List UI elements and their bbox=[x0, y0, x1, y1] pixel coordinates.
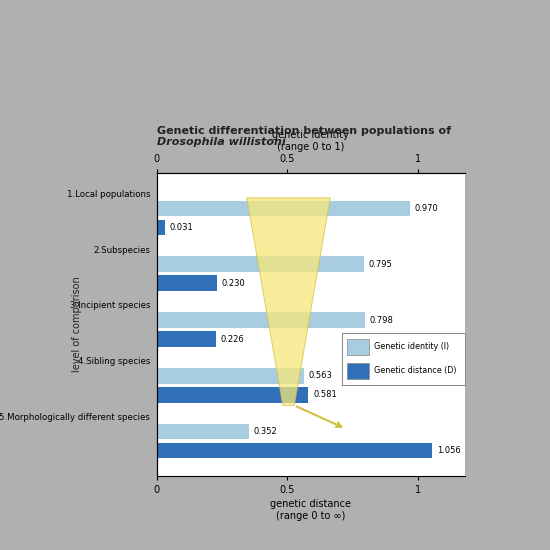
Text: 0.226: 0.226 bbox=[221, 334, 244, 344]
FancyArrowPatch shape bbox=[297, 406, 342, 427]
Text: Genetic identity (I): Genetic identity (I) bbox=[374, 342, 449, 351]
Text: 1.Local populations: 1.Local populations bbox=[67, 190, 150, 199]
Text: level of comparison: level of comparison bbox=[72, 277, 82, 372]
Text: 0.352: 0.352 bbox=[254, 427, 277, 436]
Text: 0.230: 0.230 bbox=[222, 279, 245, 288]
Bar bbox=[157, 312, 365, 328]
Text: 5.Morphologically different species: 5.Morphologically different species bbox=[0, 413, 150, 422]
Text: 4.Sibling species: 4.Sibling species bbox=[78, 357, 150, 366]
Bar bbox=[157, 219, 165, 235]
Text: Drosophila willistoni: Drosophila willistoni bbox=[157, 138, 285, 147]
Text: 0.795: 0.795 bbox=[369, 260, 393, 269]
Bar bbox=[346, 363, 368, 379]
Bar bbox=[346, 339, 368, 355]
Text: 0.798: 0.798 bbox=[370, 316, 394, 324]
Text: 1.056: 1.056 bbox=[437, 446, 461, 455]
X-axis label: genetic identity
(range 0 to 1): genetic identity (range 0 to 1) bbox=[272, 130, 349, 152]
Bar bbox=[157, 387, 309, 403]
Text: 0.970: 0.970 bbox=[415, 204, 438, 213]
X-axis label: genetic distance
(range 0 to ∞): genetic distance (range 0 to ∞) bbox=[270, 499, 351, 520]
Bar bbox=[157, 201, 410, 216]
Text: 0.031: 0.031 bbox=[169, 223, 193, 232]
Bar bbox=[157, 424, 249, 439]
Bar bbox=[157, 443, 432, 459]
Bar bbox=[157, 276, 217, 291]
Text: Genetic differentiation between populations of: Genetic differentiation between populati… bbox=[157, 126, 451, 136]
Text: 0.563: 0.563 bbox=[309, 371, 332, 381]
Text: 2.Subspecies: 2.Subspecies bbox=[93, 245, 150, 255]
Bar bbox=[157, 256, 364, 272]
Text: 3.Incipient species: 3.Incipient species bbox=[70, 301, 150, 310]
Text: 0.581: 0.581 bbox=[313, 390, 337, 399]
Polygon shape bbox=[247, 198, 331, 405]
Bar bbox=[157, 368, 304, 384]
Text: Genetic distance (D): Genetic distance (D) bbox=[374, 366, 456, 376]
Bar bbox=[157, 331, 216, 347]
